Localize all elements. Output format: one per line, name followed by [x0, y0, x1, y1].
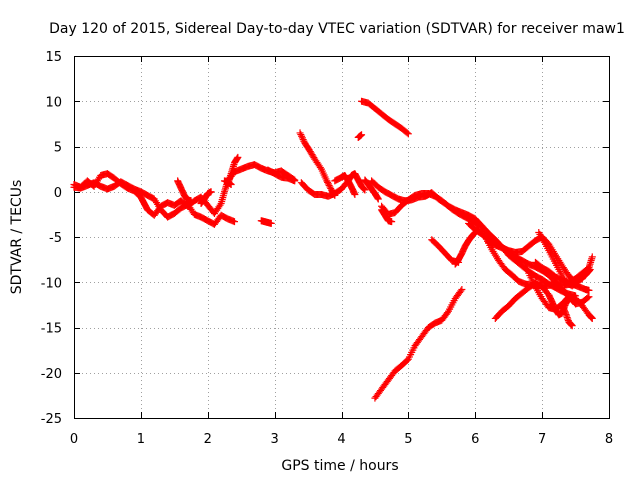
- x-tick-labels: 0 1 2 3 4 5 6 7 8: [70, 432, 613, 447]
- data-point: [585, 293, 593, 301]
- series-track-m: [358, 97, 412, 138]
- x-tick-label: 1: [137, 432, 145, 447]
- data-point: [388, 218, 396, 226]
- y-tick-label: -15: [41, 322, 62, 337]
- data-point: [358, 131, 366, 139]
- series-track-r: [371, 285, 466, 402]
- series-track-x: [535, 228, 594, 290]
- data-point: [455, 258, 463, 266]
- x-tick-label: 7: [538, 432, 546, 447]
- series-track-p: [378, 206, 396, 226]
- series-track-g: [257, 217, 275, 227]
- y-tick-label: -25: [41, 412, 62, 427]
- data-point: [316, 163, 324, 171]
- data-point: [568, 322, 576, 330]
- data-point: [374, 195, 382, 203]
- series-track-c: [174, 177, 195, 205]
- data-point: [457, 287, 465, 295]
- data-point: [585, 286, 593, 294]
- data-point: [351, 190, 359, 198]
- x-tick-label: 3: [270, 432, 278, 447]
- data-point: [291, 177, 299, 185]
- y-tick-label: -20: [41, 367, 62, 382]
- y-tick-label: 15: [45, 50, 62, 65]
- series-track-b: [70, 178, 238, 228]
- series-track-t: [428, 236, 463, 266]
- series-track-aa: [558, 301, 576, 330]
- x-tick-label: 8: [605, 432, 613, 447]
- series-track-f: [220, 177, 235, 189]
- y-tick-label: 5: [54, 141, 62, 156]
- data-point: [299, 136, 307, 144]
- x-tick-label: 4: [337, 432, 345, 447]
- data-marks: [70, 97, 596, 402]
- data-point: [325, 181, 333, 189]
- data-point: [324, 180, 332, 188]
- data-point: [298, 132, 306, 140]
- data-point: [323, 177, 331, 185]
- data-point: [234, 153, 242, 161]
- axis-ticks: [74, 56, 610, 419]
- y-tick-labels: 15 10 5 0 -5 -10 -15 -20 -25: [41, 50, 62, 427]
- data-point: [588, 253, 596, 261]
- data-point: [585, 264, 593, 272]
- data-point: [227, 181, 235, 189]
- data-point: [207, 188, 215, 196]
- data-point: [326, 183, 334, 191]
- series-track-d: [197, 188, 215, 208]
- y-tick-label: 10: [45, 95, 62, 110]
- data-point: [588, 314, 596, 322]
- series-track-j: [297, 170, 369, 200]
- data-point: [231, 218, 238, 226]
- data-point: [267, 219, 275, 227]
- data-point: [361, 186, 369, 194]
- data-point: [324, 178, 332, 186]
- data-point: [458, 285, 466, 293]
- y-tick-label: -10: [41, 276, 62, 291]
- data-point: [298, 134, 306, 142]
- data-point: [297, 131, 305, 139]
- x-tick-label: 5: [404, 432, 412, 447]
- data-point: [584, 294, 592, 302]
- x-tick-label: 0: [70, 432, 78, 447]
- data-point: [443, 309, 451, 317]
- series-track-z: [531, 258, 593, 286]
- data-point: [584, 265, 592, 273]
- chart-title: Day 120 of 2015, Sidereal Day-to-day VTE…: [49, 21, 625, 37]
- data-point: [403, 129, 411, 137]
- data-point: [187, 197, 195, 205]
- x-tick-label: 2: [204, 432, 212, 447]
- y-tick-label: -5: [49, 231, 62, 246]
- series-track-q: [361, 176, 382, 203]
- data-point: [216, 201, 224, 209]
- series-track-l: [354, 131, 366, 141]
- data-point: [404, 130, 412, 138]
- y-axis-title: SDTVAR / TECUs: [9, 180, 25, 295]
- x-axis-title: GPS time / hours: [281, 458, 398, 474]
- x-tick-label: 6: [471, 432, 479, 447]
- series-track-h: [264, 166, 299, 185]
- data-point: [296, 129, 304, 137]
- series-track-i: [296, 129, 339, 199]
- series-track-k: [331, 171, 359, 198]
- y-tick-label: 0: [54, 186, 62, 201]
- grid-lines: [74, 56, 610, 419]
